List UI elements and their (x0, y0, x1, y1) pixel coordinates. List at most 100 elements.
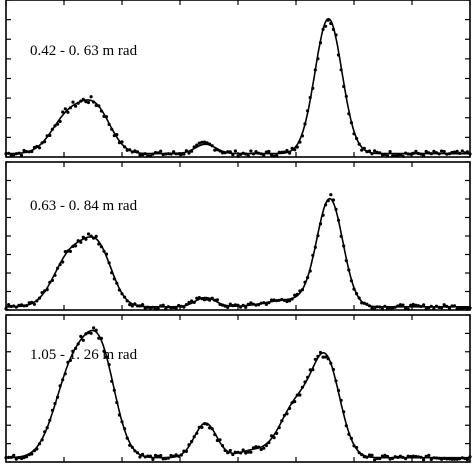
data-point (370, 306, 374, 310)
data-point (300, 288, 304, 292)
data-point (401, 303, 405, 307)
data-point (422, 154, 426, 158)
data-point (112, 388, 116, 392)
data-point (110, 127, 114, 131)
data-point (468, 455, 472, 459)
data-point (169, 453, 173, 458)
data-point (151, 305, 155, 309)
data-point (290, 297, 294, 301)
data-point (53, 124, 57, 128)
data-point (349, 279, 353, 283)
data-point (22, 456, 26, 460)
data-point (280, 150, 284, 154)
data-point (416, 151, 420, 156)
data-point (362, 146, 366, 150)
data-point (187, 443, 191, 447)
data-point (40, 291, 44, 295)
data-point (375, 456, 379, 461)
data-point (360, 301, 364, 305)
data-point (43, 140, 47, 144)
data-point (177, 152, 181, 156)
data-point (262, 446, 266, 450)
data-point (367, 149, 372, 153)
data-point (269, 153, 274, 157)
data-point (447, 306, 451, 311)
data-point (326, 199, 330, 203)
data-point (205, 141, 209, 145)
data-point (285, 148, 289, 153)
data-point (205, 297, 209, 301)
data-point (233, 303, 237, 307)
data-point (257, 151, 261, 155)
data-point (275, 431, 279, 435)
data-point (97, 336, 101, 340)
data-point (159, 149, 163, 153)
data-point (324, 24, 328, 28)
data-point (81, 97, 85, 101)
data-point (411, 454, 415, 458)
data-point (311, 253, 315, 257)
data-point (84, 332, 88, 336)
data-point (143, 152, 147, 156)
data-point (63, 250, 67, 254)
data-point (241, 448, 245, 452)
data-point (153, 307, 158, 311)
data-point (202, 140, 207, 144)
data-point (334, 207, 338, 211)
data-point (97, 242, 101, 246)
data-point (102, 249, 106, 253)
data-point (202, 422, 207, 426)
data-point (414, 454, 418, 459)
data-point (362, 455, 366, 459)
data-point (71, 100, 75, 104)
data-point (300, 385, 304, 389)
data-point (220, 303, 225, 307)
data-point (262, 154, 266, 158)
data-point (311, 86, 315, 90)
data-point (437, 305, 441, 309)
data-point (440, 306, 444, 310)
data-point (404, 151, 408, 155)
data-point (97, 104, 101, 108)
data-point (123, 427, 127, 431)
data-point (146, 154, 150, 158)
data-point (342, 84, 346, 89)
data-point (285, 299, 289, 304)
data-point (331, 198, 335, 202)
data-point (187, 300, 191, 305)
data-point (249, 450, 253, 454)
data-point (357, 142, 361, 146)
data-point (385, 154, 390, 158)
data-point (447, 152, 451, 156)
data-point (468, 306, 472, 310)
data-point (94, 103, 98, 108)
data-point (143, 306, 147, 311)
data-point (272, 154, 276, 158)
data-point (210, 296, 214, 300)
data-point (463, 151, 467, 155)
data-point (373, 149, 377, 153)
data-point (4, 152, 8, 156)
data-point (190, 149, 194, 153)
data-point (115, 133, 119, 137)
panel-2: 0.63 - 0. 84 m rad (4, 161, 472, 311)
data-point (208, 298, 212, 302)
data-point (339, 234, 343, 238)
data-point (440, 457, 444, 461)
data-point (396, 153, 400, 157)
data-point (303, 380, 307, 384)
data-point (213, 298, 217, 302)
data-point (228, 448, 232, 453)
data-point (365, 302, 369, 306)
data-point (143, 455, 147, 459)
data-point (401, 154, 405, 158)
data-point (172, 305, 176, 310)
data-point (92, 326, 96, 330)
data-point (290, 401, 294, 405)
data-point (138, 304, 142, 308)
data-point (226, 150, 230, 154)
data-point (432, 307, 436, 311)
data-point (9, 455, 13, 459)
data-point (318, 350, 323, 355)
data-point (458, 151, 462, 155)
